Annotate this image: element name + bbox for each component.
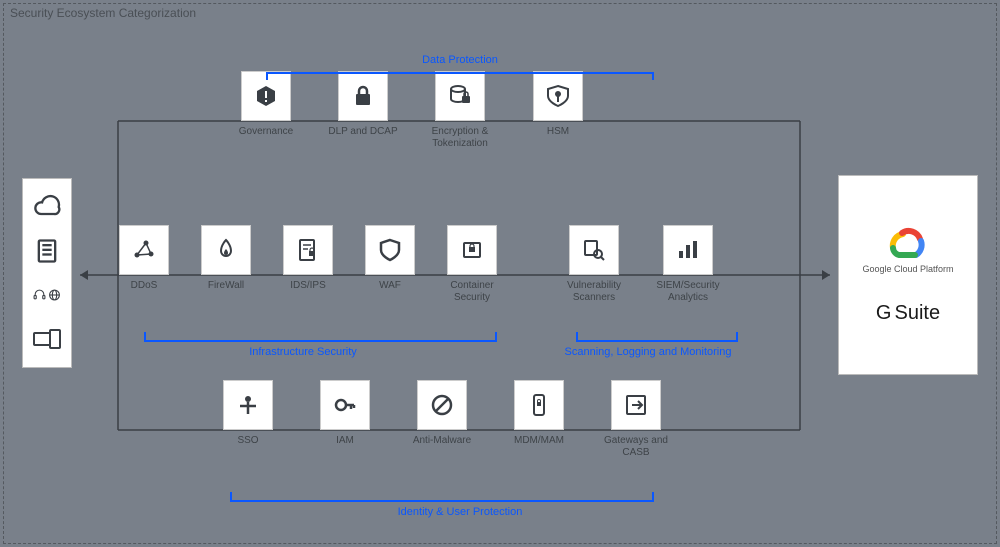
card-db-lock	[435, 71, 485, 121]
card-iam	[320, 380, 370, 430]
card-gateway	[611, 380, 661, 430]
label-key-shield: HSM	[518, 126, 598, 138]
category-mid_r: Scanning, Logging and Monitoring	[538, 346, 758, 358]
card-scan	[569, 225, 619, 275]
devices-icon	[33, 325, 61, 353]
label-container: Container Security	[432, 280, 512, 304]
card-ids	[283, 225, 333, 275]
diagram-title: Security Ecosystem Categorization	[10, 6, 196, 20]
card-malware	[417, 380, 467, 430]
cloud-products-column: Google Cloud Platform G Suite	[838, 175, 978, 375]
label-malware: Anti-Malware	[402, 435, 482, 447]
card-waf	[365, 225, 415, 275]
gcp-logo: Google Cloud Platform	[862, 226, 953, 274]
label-firewall: FireWall	[186, 280, 266, 292]
label-ids: IDS/IPS	[268, 280, 348, 292]
label-gateway: Gateways and CASB	[596, 435, 676, 459]
endpoints-column	[22, 178, 72, 368]
label-scan: Vulnerability Scanners	[554, 280, 634, 304]
category-bot: Identity & User Protection	[350, 506, 570, 518]
card-ddos	[119, 225, 169, 275]
card-lock	[338, 71, 388, 121]
card-container	[447, 225, 497, 275]
label-mdm: MDM/MAM	[499, 435, 579, 447]
server-icon	[33, 237, 61, 265]
gsuite-text: Suite	[894, 302, 940, 325]
gsuite-g: G	[876, 302, 892, 325]
label-db-lock: Encryption & Tokenization	[420, 126, 500, 150]
label-lock: DLP and DCAP	[323, 126, 403, 138]
card-siem	[663, 225, 713, 275]
headset-globe-icon	[33, 281, 61, 309]
label-iam: IAM	[305, 435, 385, 447]
card-governance	[241, 71, 291, 121]
label-governance: Governance	[226, 126, 306, 138]
label-sso: SSO	[208, 435, 288, 447]
cloud-icon	[33, 193, 61, 221]
category-mid_l: Infrastructure Security	[193, 346, 413, 358]
gcp-label: Google Cloud Platform	[862, 264, 953, 274]
label-waf: WAF	[350, 280, 430, 292]
card-mdm	[514, 380, 564, 430]
gsuite-logo: G Suite	[876, 302, 940, 325]
label-siem: SIEM/Security Analytics	[648, 280, 728, 304]
card-firewall	[201, 225, 251, 275]
category-top: Data Protection	[350, 54, 570, 66]
label-ddos: DDoS	[104, 280, 184, 292]
card-sso	[223, 380, 273, 430]
card-key-shield	[533, 71, 583, 121]
